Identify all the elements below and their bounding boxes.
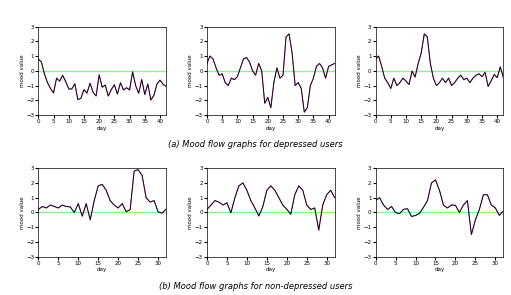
X-axis label: day: day (97, 126, 107, 131)
Y-axis label: mood value: mood value (188, 196, 193, 229)
X-axis label: day: day (434, 126, 445, 131)
Y-axis label: mood value: mood value (188, 55, 193, 87)
Y-axis label: mood value: mood value (19, 55, 25, 87)
Y-axis label: mood value: mood value (357, 196, 362, 229)
X-axis label: day: day (97, 267, 107, 272)
Y-axis label: mood value: mood value (19, 196, 25, 229)
X-axis label: day: day (434, 267, 445, 272)
Text: (a) Mood flow graphs for depressed users: (a) Mood flow graphs for depressed users (168, 140, 343, 149)
Text: (b) Mood flow graphs for non-depressed users: (b) Mood flow graphs for non-depressed u… (159, 282, 352, 291)
Y-axis label: mood value: mood value (357, 55, 362, 87)
X-axis label: day: day (266, 126, 276, 131)
X-axis label: day: day (266, 267, 276, 272)
